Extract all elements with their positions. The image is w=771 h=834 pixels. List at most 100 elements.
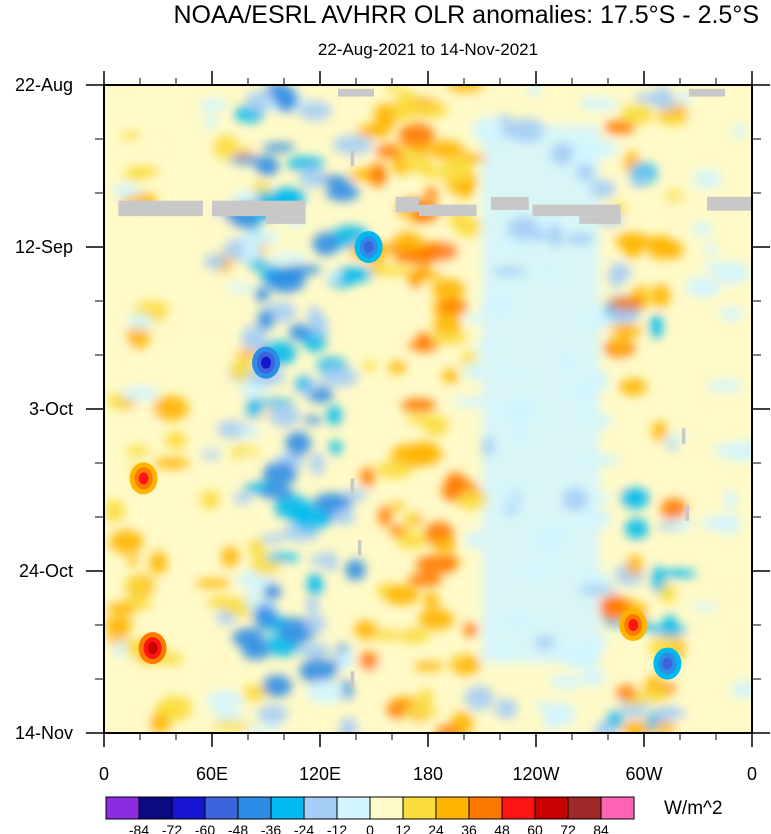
colorbar-swatch: [336, 796, 371, 820]
anomaly-cell: [290, 506, 331, 531]
anomaly-cell: [253, 603, 277, 629]
anomaly-cell: [306, 679, 345, 704]
anomaly-cell: [109, 530, 144, 554]
anomaly-cell: [241, 325, 267, 351]
anomaly-cell: [309, 452, 325, 476]
missing-data-block: [395, 196, 419, 213]
anomaly-cell: [619, 378, 647, 396]
anomaly-cell: [413, 661, 444, 672]
anomaly-cell: [712, 444, 733, 456]
anomaly-cell: [621, 487, 650, 509]
anomaly-cell: [127, 711, 148, 728]
colorbar-swatch: [303, 796, 338, 820]
missing-data-layer: [118, 88, 752, 687]
anomaly-cell: [404, 511, 418, 529]
anomaly-cell: [589, 179, 616, 199]
anomaly-cell: [603, 120, 636, 135]
anomaly-cell: [388, 361, 406, 374]
colorbar-swatch: [501, 796, 536, 820]
anomaly-cell: [450, 654, 464, 663]
anomaly-cell: [415, 554, 455, 574]
anomaly-cell: [722, 440, 752, 462]
missing-data-block: [118, 200, 203, 217]
anomaly-cell: [242, 240, 259, 263]
anomaly-cell: [463, 623, 478, 637]
anomaly-cell: [616, 685, 636, 701]
anomaly-cell: [334, 507, 355, 526]
anomaly-cell: [511, 417, 528, 444]
anomaly-cell: [140, 134, 172, 158]
anomaly-cell: [298, 167, 325, 188]
anomaly-cell: [107, 85, 132, 95]
anomaly-cell: [462, 313, 485, 324]
colorbar-label: 72: [560, 822, 576, 834]
anomaly-cell: [508, 117, 545, 143]
anomaly-cell: [501, 368, 521, 377]
anomaly-cell: [420, 166, 447, 179]
anomaly-cell: [256, 704, 289, 723]
anomaly-cell: [584, 140, 619, 158]
anomaly-cell: [582, 454, 621, 467]
colorbar: -84 -72 -60 -48 -36 -24 -12 0 12 24 36 48 60 72 84: [105, 796, 635, 834]
anomaly-cell: [378, 505, 392, 527]
anomaly-cell: [453, 396, 494, 408]
anomaly-cell: [254, 398, 295, 407]
anomaly-cell: [401, 398, 437, 413]
anomaly-cell: [319, 368, 359, 387]
anomaly-cell: [204, 253, 227, 270]
anomaly-cell: [435, 725, 460, 733]
anomaly-cell: [719, 306, 743, 321]
anomaly-cell: [425, 186, 438, 201]
anomaly-cell: [206, 690, 243, 712]
anomaly-cell: [531, 528, 565, 551]
anomaly-cell: [402, 706, 439, 718]
anomaly-cell: [580, 403, 594, 417]
feature-core: [147, 642, 158, 655]
colorbar-label: -12: [327, 822, 347, 834]
anomaly-cell: [297, 643, 332, 659]
missing-data-block: [685, 505, 689, 521]
anomaly-cell: [606, 710, 624, 729]
x-axis: 0 60E 120E 180 120W 60W 0: [99, 71, 757, 784]
anomaly-cell: [615, 264, 632, 280]
anomaly-cell: [649, 314, 663, 339]
colorbar-swatch: [369, 796, 404, 820]
anomaly-cell: [212, 712, 245, 722]
anomaly-cell: [385, 85, 404, 93]
missing-data-block: [350, 478, 355, 494]
x-tick-label: 60E: [196, 764, 228, 784]
colorbar-label: -24: [294, 822, 314, 834]
y-tick-label: 14-Nov: [15, 723, 73, 743]
anomaly-cell: [527, 85, 542, 97]
colorbar-swatch: [270, 796, 305, 820]
anomaly-cell: [126, 445, 149, 457]
anomaly-cell: [371, 628, 401, 641]
colorbar-label: 48: [494, 822, 510, 834]
anomaly-cell: [153, 457, 190, 469]
anomaly-cell: [430, 332, 469, 345]
anomaly-cell: [558, 350, 575, 374]
anomaly-cell: [660, 240, 684, 259]
anomaly-cell: [418, 608, 455, 630]
anomaly-cell: [306, 614, 326, 634]
anomaly-cell: [475, 341, 495, 355]
anomaly-cell: [540, 261, 555, 283]
anomaly-cell: [507, 275, 521, 287]
anomaly-cell: [489, 645, 511, 655]
anomaly-cell: [164, 431, 187, 450]
colorbar-swatch: [171, 796, 206, 820]
missing-data-block: [579, 216, 621, 224]
anomaly-cell: [480, 293, 512, 318]
anomaly-cell: [450, 711, 474, 733]
anomaly-cell: [270, 252, 308, 263]
anomaly-cell: [199, 100, 226, 112]
anomaly-cell: [312, 232, 340, 256]
anomaly-cell: [550, 142, 573, 166]
anomaly-cell: [345, 559, 366, 581]
anomaly-cell: [407, 573, 443, 587]
anomaly-cell: [262, 461, 297, 487]
anomaly-cell: [442, 369, 459, 384]
anomaly-cell: [651, 421, 668, 442]
y-tick-label: 3-Oct: [29, 399, 73, 419]
x-tick-label: 180: [413, 764, 443, 784]
